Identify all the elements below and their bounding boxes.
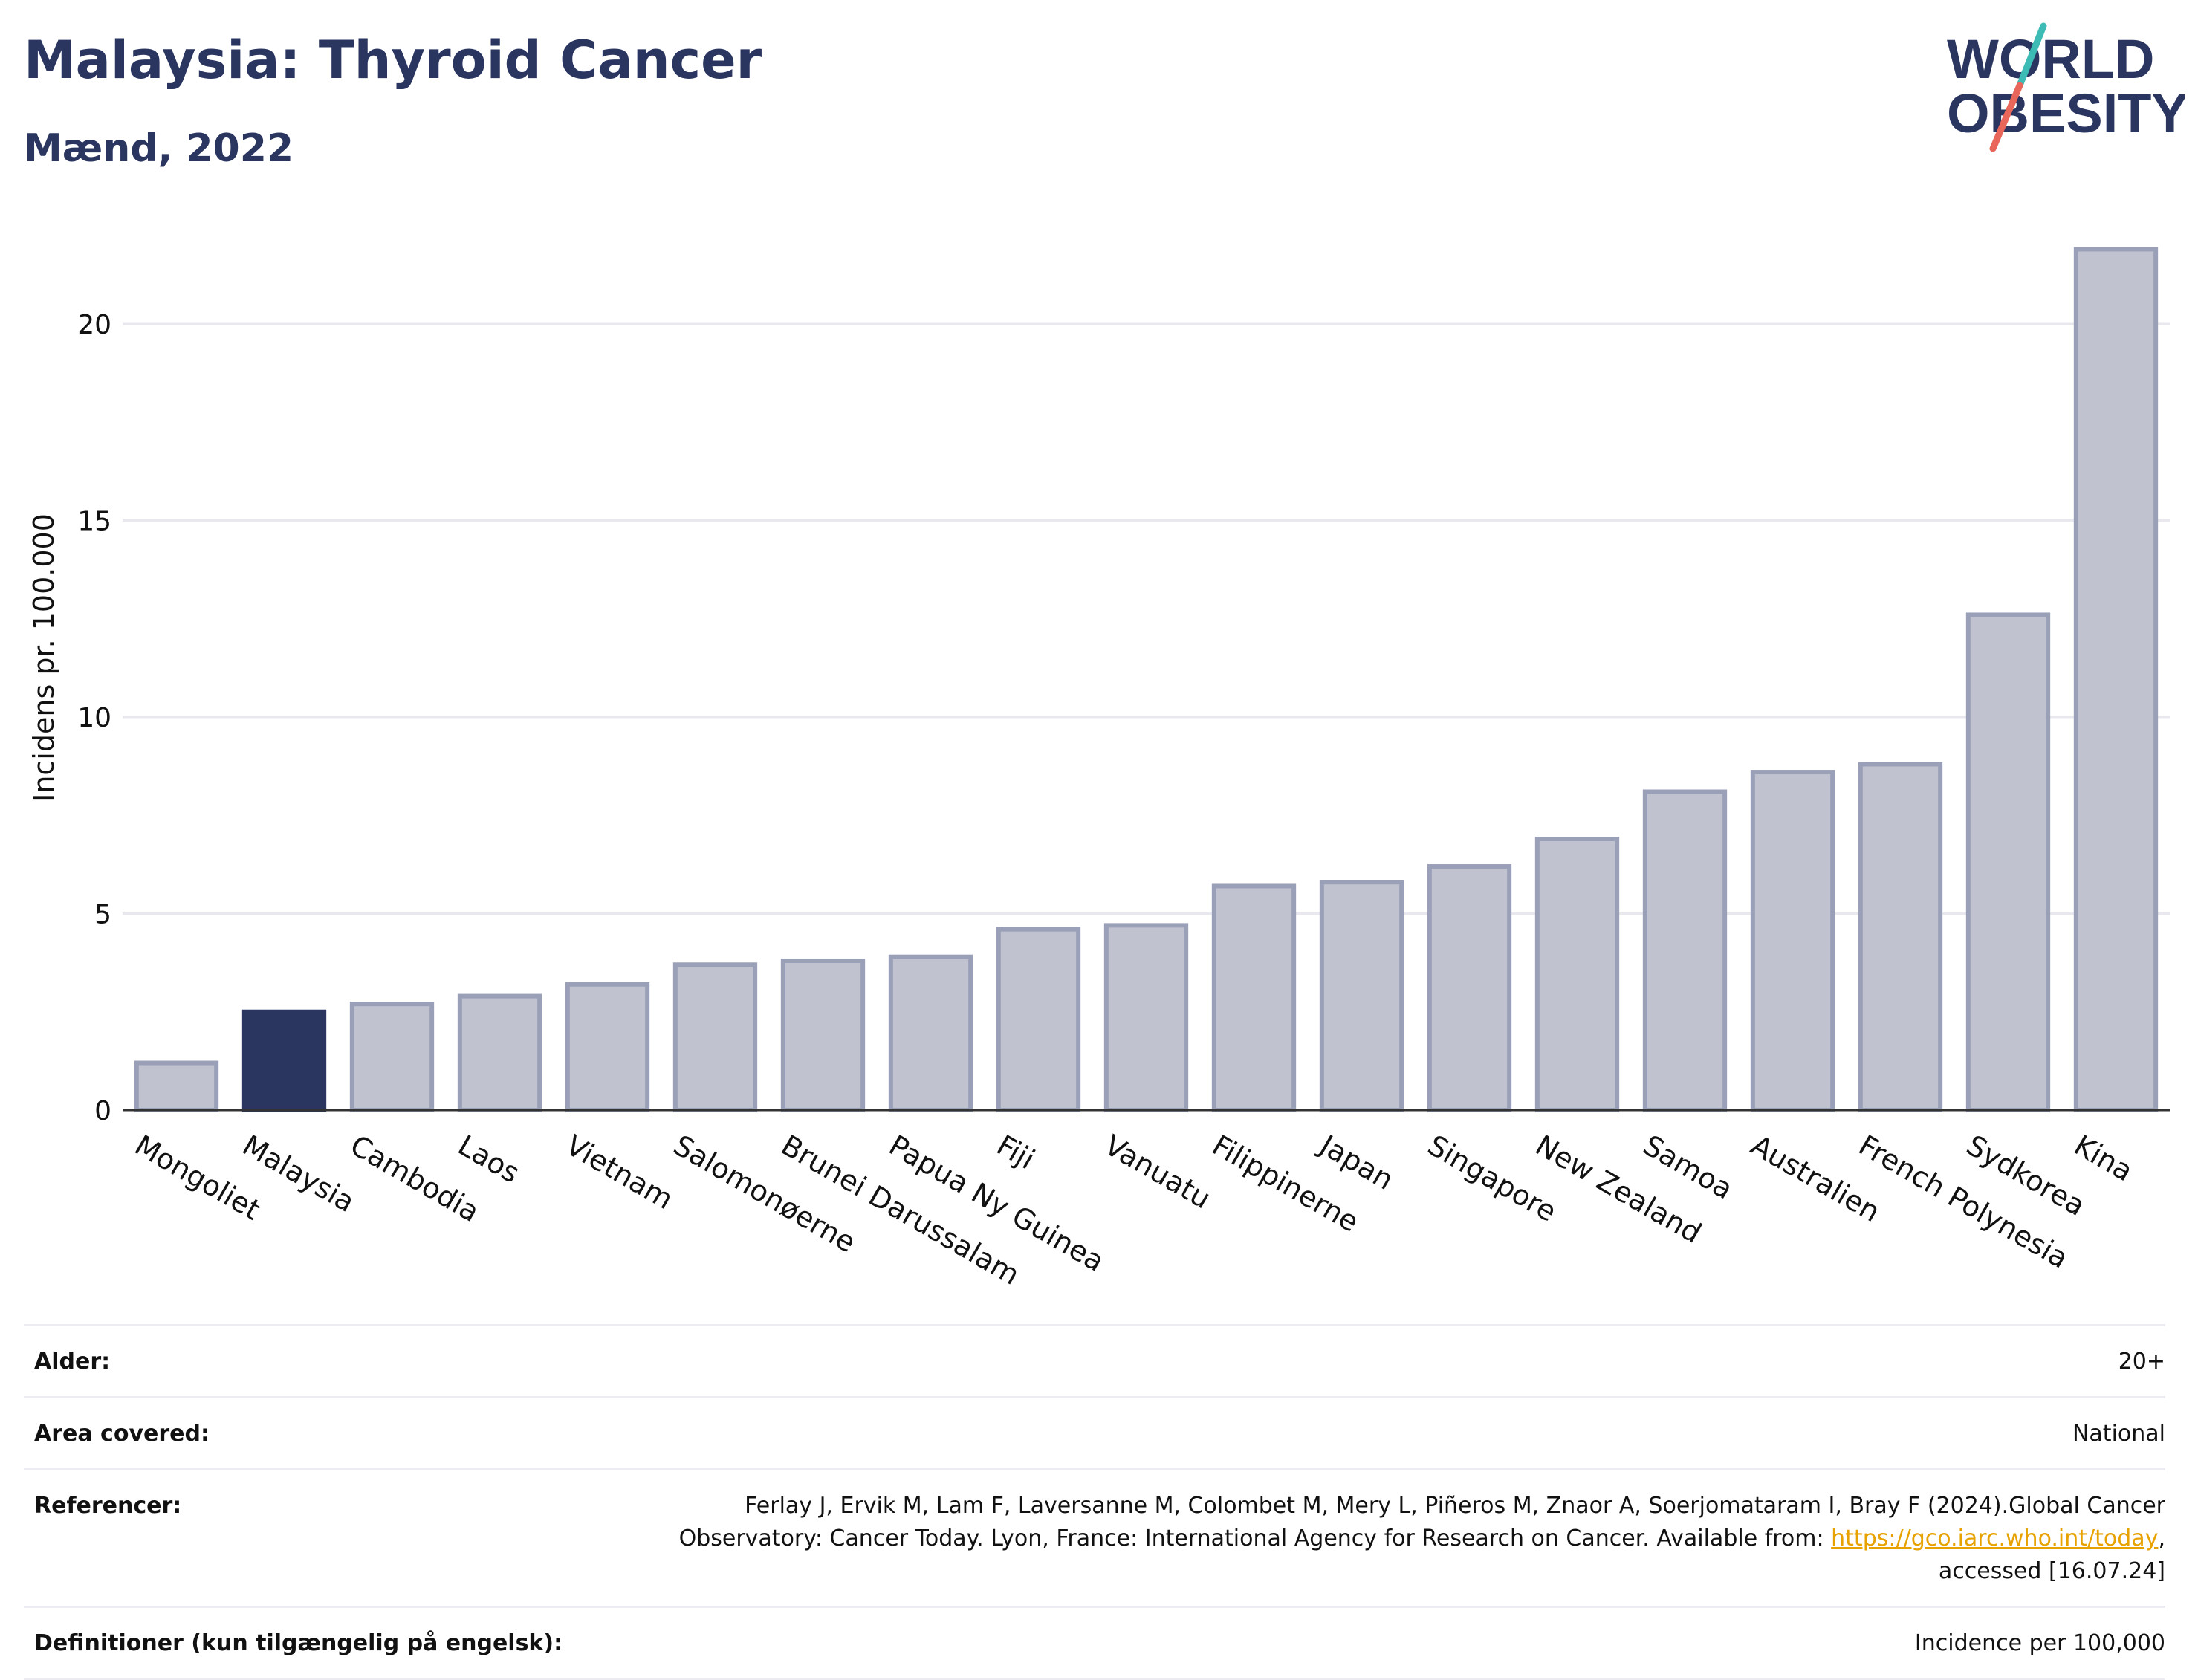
bar-fiji [996, 927, 1081, 1113]
logo-slash-red [1989, 82, 2023, 152]
x-tick-label: Japan [1313, 1128, 1399, 1196]
info-label: Referencer: [34, 1493, 182, 1519]
bar-sydkorea [1965, 612, 2051, 1112]
info-value: Ferlay J, Ervik M, Lam F, Laversanne M, … [605, 1490, 2165, 1588]
info-row: Referencer: Ferlay J, Ervik M, Lam F, Lav… [24, 1468, 2165, 1606]
y-tick-label: 15 [77, 507, 111, 537]
bar-cambodia [349, 1002, 435, 1113]
logo-slash-teal [2016, 22, 2047, 89]
bar-french-polynesia [1858, 762, 1943, 1112]
info-row: Area covered: National [24, 1396, 2165, 1468]
bar-mongoliet [134, 1060, 219, 1113]
x-tick-label: Vanuatu [1099, 1129, 1216, 1215]
bar-papua-ny-guinea [888, 954, 973, 1112]
info-value-text: 20+ [2118, 1349, 2165, 1375]
bar-singapore [1427, 864, 1512, 1113]
info-row: Alder: 20+ [24, 1324, 2165, 1396]
info-row: Definitioner (kun tilgængelig på engelsk… [24, 1606, 2165, 1680]
logo-text-world: WORLD [1947, 28, 2155, 90]
world-obesity-logo: WORLD OBESITY [1947, 22, 2185, 152]
info-table: Alder: 20+ Area covered: National Referencer… [24, 1324, 2165, 1680]
y-tick-labels: 0 5 10 15 20 [77, 310, 111, 1126]
info-value: Incidence per 100,000 [1915, 1627, 2165, 1660]
bar-samoa [1642, 789, 1728, 1112]
y-tick-label: 20 [77, 310, 111, 340]
bar-malaysia [241, 1009, 327, 1112]
bar-laos [457, 993, 542, 1112]
info-label: Area covered: [34, 1421, 210, 1447]
x-tick-label: Fiji [991, 1129, 1040, 1175]
info-value-text: National [2072, 1421, 2165, 1447]
bar-australien [1750, 770, 1835, 1113]
info-value-suffix: , accessed [16.07.24] [1938, 1525, 2165, 1584]
info-value-text: Incidence per 100,000 [1914, 1630, 2165, 1656]
y-tick-label: 10 [77, 703, 111, 733]
info-value: National [2072, 1418, 2165, 1450]
bar-filippinerne [1211, 883, 1297, 1112]
reference-link[interactable]: https://gco.iarc.who.int/today [1831, 1525, 2159, 1551]
x-tick-label: Salomonøerne [668, 1129, 861, 1259]
y-tick-label: 0 [94, 1096, 111, 1126]
bar-vietnam [565, 982, 650, 1112]
x-tick-label: Kina [2069, 1129, 2139, 1188]
chart-title: Malaysia: Thyroid Cancer [24, 30, 762, 91]
bar-brunei-darussalam [780, 958, 866, 1112]
info-label: Alder: [34, 1349, 111, 1375]
bar-kina [2073, 247, 2159, 1112]
chart-subtitle: Mænd, 2022 [24, 126, 294, 171]
bar-salomonøerne [672, 962, 758, 1113]
bar-new-zealand [1534, 836, 1620, 1112]
info-value-text: Ferlay J, Ervik M, Lam F, Laversanne M, … [678, 1493, 2165, 1551]
x-tick-label: Vietnam [560, 1129, 678, 1216]
x-tick-label: Laos [453, 1129, 525, 1190]
logo-text-obesity: OBESITY [1947, 82, 2185, 144]
y-tick-label: 5 [94, 900, 111, 930]
bar-vanuatu [1103, 923, 1189, 1112]
info-label: Definitioner (kun tilgængelig på engelsk… [34, 1630, 563, 1656]
bars [134, 247, 2159, 1113]
info-value: 20+ [2118, 1346, 2165, 1378]
bar-japan [1319, 880, 1404, 1113]
y-axis-label: Incidens pr. 100.000 [27, 513, 60, 802]
